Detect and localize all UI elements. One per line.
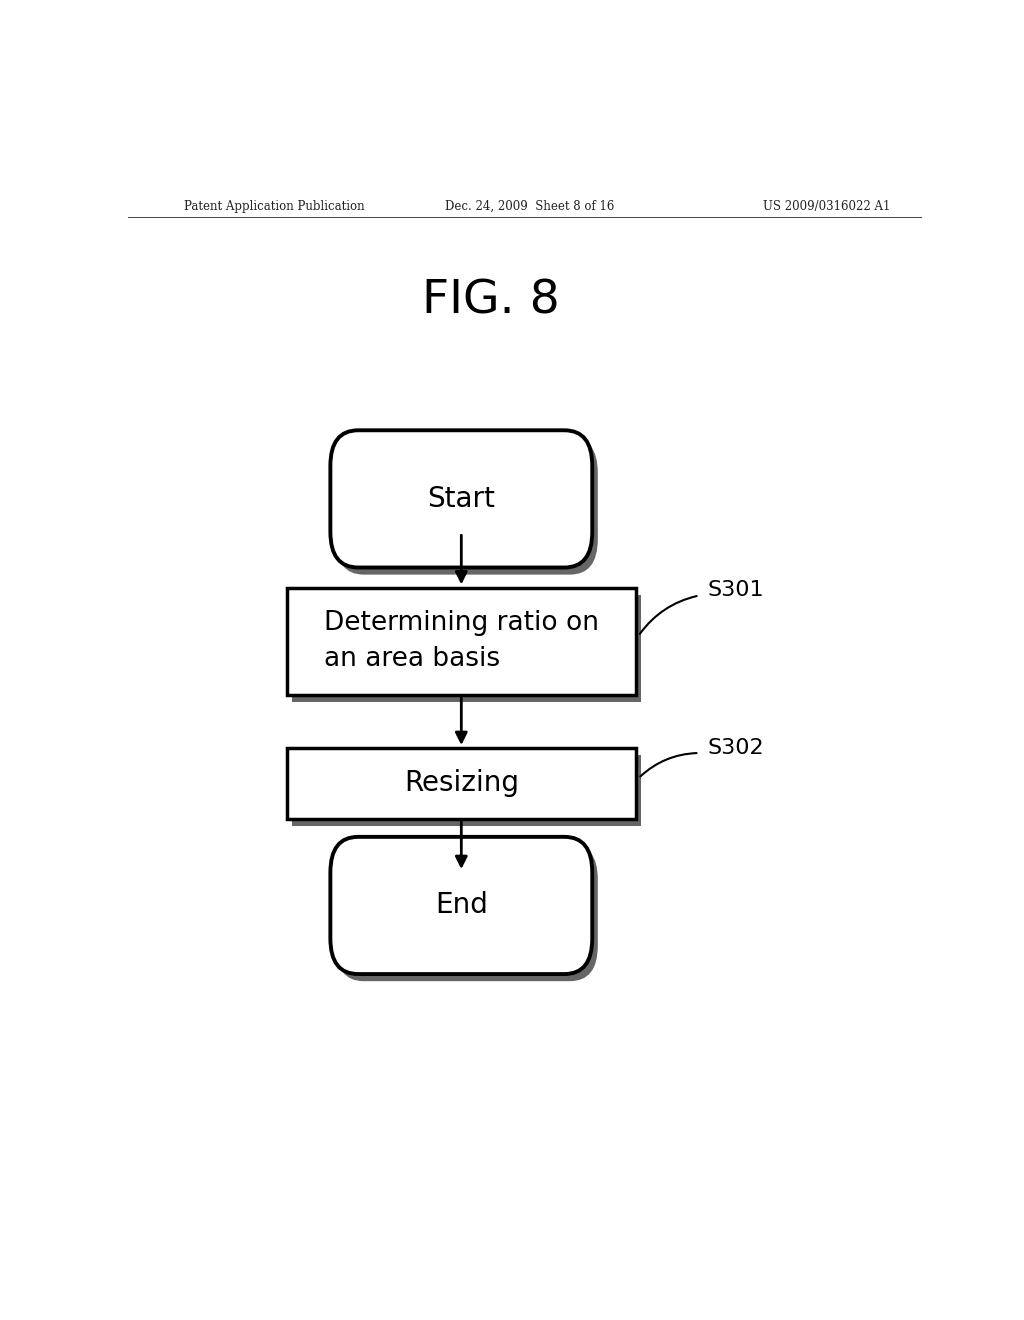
- Text: Dec. 24, 2009  Sheet 8 of 16: Dec. 24, 2009 Sheet 8 of 16: [445, 199, 614, 213]
- FancyBboxPatch shape: [331, 430, 592, 568]
- Text: FIG. 8: FIG. 8: [422, 279, 559, 323]
- FancyBboxPatch shape: [287, 748, 636, 818]
- FancyBboxPatch shape: [292, 755, 641, 826]
- Text: Resizing: Resizing: [403, 770, 519, 797]
- Text: Determining ratio on
an area basis: Determining ratio on an area basis: [324, 610, 599, 672]
- Text: Start: Start: [427, 484, 496, 513]
- FancyBboxPatch shape: [336, 843, 598, 981]
- Text: S301: S301: [708, 581, 764, 601]
- Text: End: End: [435, 891, 487, 920]
- FancyBboxPatch shape: [292, 595, 641, 702]
- FancyBboxPatch shape: [336, 437, 598, 574]
- Text: S302: S302: [708, 738, 764, 758]
- FancyBboxPatch shape: [331, 837, 592, 974]
- FancyBboxPatch shape: [287, 587, 636, 694]
- Text: US 2009/0316022 A1: US 2009/0316022 A1: [763, 199, 890, 213]
- Text: Patent Application Publication: Patent Application Publication: [183, 199, 365, 213]
